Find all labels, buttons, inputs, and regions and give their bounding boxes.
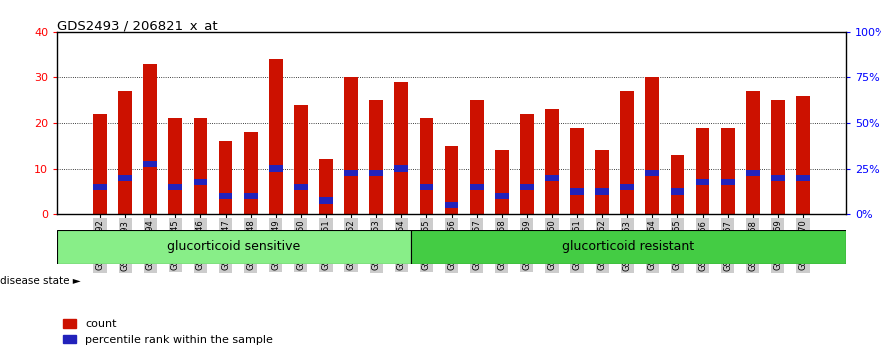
Bar xyxy=(771,175,785,181)
Bar xyxy=(118,175,132,181)
Bar xyxy=(520,184,534,190)
Bar xyxy=(746,91,759,214)
Bar xyxy=(670,188,685,195)
Bar xyxy=(445,202,458,208)
Bar xyxy=(395,82,408,214)
Bar xyxy=(419,184,433,190)
Bar xyxy=(395,165,408,172)
Bar xyxy=(294,184,307,190)
Bar xyxy=(470,100,484,214)
Text: GDS2493 / 206821_x_at: GDS2493 / 206821_x_at xyxy=(57,19,218,33)
Bar xyxy=(319,197,333,204)
Bar xyxy=(620,184,634,190)
Bar xyxy=(771,100,785,214)
Bar xyxy=(545,175,559,181)
Bar xyxy=(646,170,659,176)
Bar xyxy=(218,141,233,214)
Text: glucorticoid sensitive: glucorticoid sensitive xyxy=(167,240,300,253)
Bar xyxy=(57,230,411,264)
Bar xyxy=(796,96,810,214)
Bar xyxy=(419,119,433,214)
Bar xyxy=(721,179,735,185)
Bar xyxy=(495,150,508,214)
Bar xyxy=(369,170,383,176)
Bar xyxy=(570,127,584,214)
Bar xyxy=(646,78,659,214)
Bar xyxy=(696,179,709,185)
Bar xyxy=(570,188,584,195)
Bar xyxy=(244,132,257,214)
Bar xyxy=(93,114,107,214)
Bar xyxy=(118,91,132,214)
Bar xyxy=(495,193,508,199)
Bar xyxy=(696,127,709,214)
Bar xyxy=(294,105,307,214)
Bar xyxy=(470,184,484,190)
Bar xyxy=(670,155,685,214)
Bar xyxy=(596,188,609,195)
Text: glucorticoid resistant: glucorticoid resistant xyxy=(562,240,694,253)
Bar xyxy=(168,119,182,214)
Bar xyxy=(746,170,759,176)
Bar xyxy=(269,59,283,214)
Bar xyxy=(596,150,609,214)
Bar xyxy=(620,91,634,214)
Bar xyxy=(93,184,107,190)
Bar xyxy=(411,230,846,264)
Bar xyxy=(796,175,810,181)
Bar xyxy=(319,159,333,214)
Bar xyxy=(218,193,233,199)
Bar xyxy=(445,146,458,214)
Bar xyxy=(168,184,182,190)
Bar xyxy=(545,109,559,214)
Bar xyxy=(244,193,257,199)
Text: disease state ►: disease state ► xyxy=(0,276,81,286)
Bar xyxy=(344,78,358,214)
Bar xyxy=(194,179,207,185)
Bar xyxy=(520,114,534,214)
Bar xyxy=(369,100,383,214)
Legend: count, percentile rank within the sample: count, percentile rank within the sample xyxy=(63,319,273,345)
Bar xyxy=(721,127,735,214)
Bar xyxy=(344,170,358,176)
Bar xyxy=(144,161,157,167)
Bar xyxy=(269,165,283,172)
Bar xyxy=(194,119,207,214)
Bar xyxy=(144,64,157,214)
